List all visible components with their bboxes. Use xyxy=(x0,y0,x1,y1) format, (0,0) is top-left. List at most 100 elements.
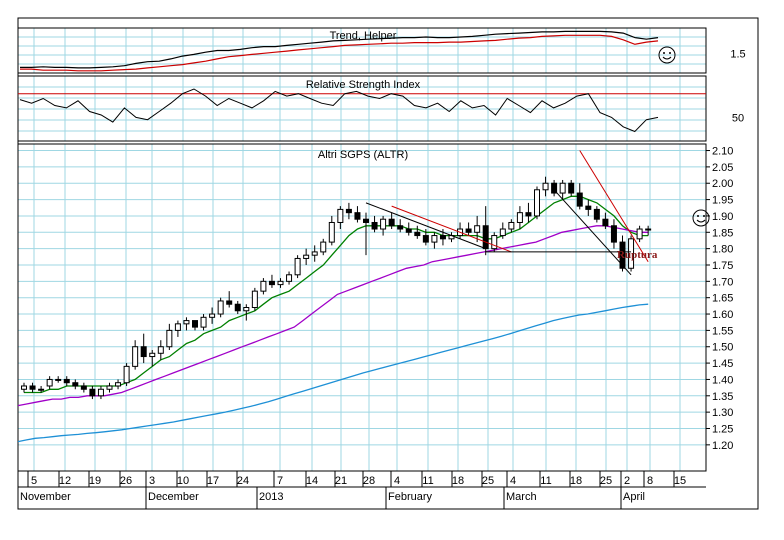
xtick-label: 8 xyxy=(647,475,653,487)
candle-body xyxy=(157,346,164,354)
xtick-label: 19 xyxy=(89,475,101,487)
ytick-label: 50 xyxy=(732,112,744,124)
xtick-label: 4 xyxy=(394,475,400,487)
xtick-label: 25 xyxy=(482,475,494,487)
ytick-label: 2.10 xyxy=(712,146,733,158)
candle-body xyxy=(499,228,506,237)
candle-body xyxy=(337,208,344,223)
xtick-label: 5 xyxy=(31,475,37,487)
panel-3-title: Altri SGPS (ALTR) xyxy=(318,149,408,161)
candle-body xyxy=(542,182,549,191)
month-label: April xyxy=(623,491,645,503)
candle-body xyxy=(363,218,369,223)
candle-body xyxy=(371,221,378,230)
candle-body xyxy=(123,365,130,384)
candle-body xyxy=(38,388,45,391)
candle-body xyxy=(431,235,438,243)
ytick-label: 1.45 xyxy=(712,358,733,370)
candle-body xyxy=(610,225,617,243)
ytick-label: 1.60 xyxy=(712,309,733,321)
ytick-label: 1.80 xyxy=(712,244,733,256)
candle-body xyxy=(508,221,515,230)
candle-body xyxy=(380,218,387,230)
annotation-trendline xyxy=(579,150,649,262)
ytick-label: 1.40 xyxy=(712,374,733,386)
annotation-trendline xyxy=(553,189,632,276)
xtick-label: 18 xyxy=(570,475,582,487)
month-label: February xyxy=(388,491,433,503)
axis-labels: 1.201.251.301.351.401.451.501.551.601.65… xyxy=(17,48,746,509)
annotation-trendline xyxy=(365,202,486,250)
candle-body xyxy=(354,212,361,220)
candle-body xyxy=(63,378,70,384)
candle-body xyxy=(491,235,498,250)
month-label: December xyxy=(148,491,199,503)
xtick-label: 11 xyxy=(422,475,433,487)
xtick-label: 26 xyxy=(120,475,132,487)
ruptura-annotation: Ruptura xyxy=(617,249,658,261)
xtick-label: 10 xyxy=(177,475,189,487)
candle-body xyxy=(516,212,523,223)
candle-body xyxy=(97,388,104,397)
xtick-label: 25 xyxy=(600,475,612,487)
ytick-label: 1.20 xyxy=(712,440,733,452)
ytick-label: 2.00 xyxy=(712,178,733,190)
series-rsi xyxy=(19,88,659,133)
candle-body xyxy=(29,385,36,390)
overlay-ma-long xyxy=(17,303,649,443)
candle-body xyxy=(320,241,327,253)
candle-body xyxy=(328,221,335,243)
candle-body xyxy=(80,385,87,390)
candle-body xyxy=(593,208,600,220)
month-label: 2013 xyxy=(259,491,283,503)
candle-body xyxy=(149,352,156,358)
candle-body xyxy=(534,189,540,217)
overlay-ma-medium xyxy=(17,225,649,407)
xtick-label: 14 xyxy=(306,475,318,487)
candle-body xyxy=(636,228,643,240)
candle-body xyxy=(405,228,412,233)
candle-body xyxy=(303,254,310,259)
series-layer xyxy=(17,30,706,443)
candle-body xyxy=(628,238,635,269)
candle-body xyxy=(234,303,241,312)
candle-body xyxy=(602,218,609,227)
candle-body xyxy=(166,329,173,348)
ytick-label: 1.95 xyxy=(712,195,733,207)
candle-body xyxy=(115,382,122,387)
ytick-label: 2.05 xyxy=(712,162,733,174)
series-trend xyxy=(20,30,659,69)
candle-body xyxy=(277,280,284,286)
candle-body xyxy=(268,280,275,286)
candle-body xyxy=(585,205,592,210)
panel-2-title: Relative Strength Index xyxy=(306,79,421,91)
candle-body xyxy=(174,323,181,331)
candle-body xyxy=(482,225,489,250)
xtick-label: 12 xyxy=(59,475,71,487)
candle-body xyxy=(422,235,429,243)
panel-1-title: Trend, Helper xyxy=(330,30,397,42)
smiley-icon xyxy=(692,209,710,227)
candle-body xyxy=(568,182,575,194)
candle-body xyxy=(192,320,198,328)
candle-body xyxy=(46,378,53,387)
candle-body xyxy=(439,235,446,240)
candle-body xyxy=(286,274,293,282)
candle-body xyxy=(217,300,224,315)
candle-body xyxy=(414,231,421,237)
ytick-label: 1.25 xyxy=(712,423,733,435)
month-label: November xyxy=(20,491,71,503)
xtick-label: 18 xyxy=(452,475,464,487)
ytick-label: 1.50 xyxy=(712,342,733,354)
candle-body xyxy=(397,225,404,230)
annotation-trendline xyxy=(391,205,512,253)
candle-body xyxy=(576,192,583,207)
xtick-label: 4 xyxy=(510,475,516,487)
panel-frames xyxy=(17,17,759,510)
ytick-label: 1.70 xyxy=(712,276,733,288)
xtick-label: 3 xyxy=(149,475,155,487)
candle-body xyxy=(260,280,267,292)
xtick-label: 21 xyxy=(335,475,347,487)
candle-body xyxy=(243,307,250,312)
